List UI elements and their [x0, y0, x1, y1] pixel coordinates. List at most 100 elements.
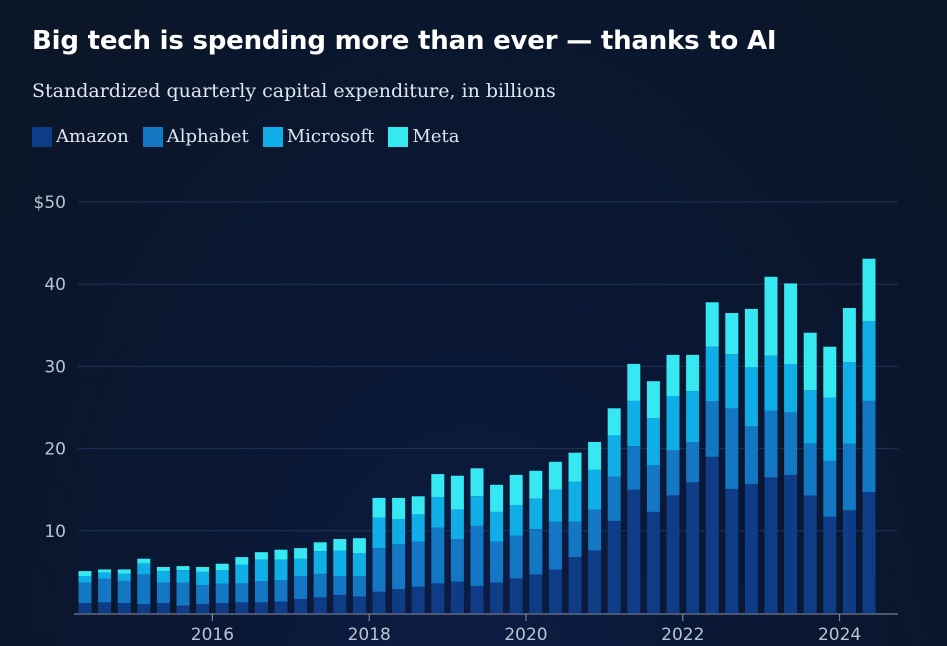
bar-segment-amazon: [78, 603, 92, 613]
bar-segment-microsoft: [372, 517, 386, 548]
bar-segment-amazon: [294, 599, 308, 613]
bar-segment-meta: [470, 468, 484, 497]
bar-segment-alphabet: [803, 443, 817, 496]
bar-segment-alphabet: [666, 450, 680, 496]
bar-segment-microsoft: [117, 573, 131, 581]
bar-segment-microsoft: [274, 559, 288, 581]
bar-segment-alphabet: [744, 426, 758, 484]
legend-swatch-meta: [388, 126, 409, 147]
bar-segment-meta: [862, 258, 876, 322]
bar-segment-amazon: [686, 482, 700, 613]
bar-segment-meta: [450, 475, 464, 510]
x-tick-label: 2022: [661, 625, 704, 645]
bar-segment-microsoft: [725, 354, 739, 409]
bar-segment-microsoft: [666, 396, 680, 451]
bar-segment-meta: [803, 332, 817, 391]
bar-segment-amazon: [568, 557, 582, 613]
bar-segment-amazon: [352, 596, 366, 613]
bar-segment-microsoft: [431, 497, 445, 528]
bar-segment-amazon: [156, 603, 170, 613]
bar-segment-meta: [588, 442, 602, 470]
bar-segment-amazon: [196, 604, 210, 613]
bar-segment-meta: [529, 470, 543, 499]
bar-segment-meta: [705, 302, 719, 347]
bar-segment-microsoft: [627, 400, 641, 447]
bar-segment-amazon: [137, 604, 151, 613]
bar-segment-amazon: [411, 586, 425, 613]
bar-segment-amazon: [450, 581, 464, 613]
x-tick-label: 2018: [348, 625, 391, 645]
bar-segment-microsoft: [607, 435, 621, 477]
bar-segment-alphabet: [568, 521, 582, 558]
bar-segment-alphabet: [705, 400, 719, 457]
bar-segment-alphabet: [686, 442, 700, 483]
bar-segment-meta: [842, 308, 856, 363]
bar-segment-meta: [156, 567, 170, 572]
y-tick-label: 40: [44, 275, 66, 295]
legend-item-amazon: Amazon: [32, 126, 129, 147]
bar-segment-alphabet: [137, 574, 151, 604]
bar-segment-amazon: [764, 477, 778, 613]
x-tick-label: 2016: [191, 625, 234, 645]
bar-segment-amazon: [529, 574, 543, 613]
bar-segment-alphabet: [254, 580, 268, 603]
y-tick-label: 10: [44, 522, 66, 542]
bar-segment-amazon: [842, 510, 856, 614]
bar-segment-alphabet: [392, 544, 406, 590]
bar-segment-microsoft: [646, 418, 660, 466]
bar-segment-amazon: [470, 585, 484, 613]
bar-segment-alphabet: [490, 541, 504, 583]
bar-segment-microsoft: [176, 570, 190, 583]
bar-segment-meta: [568, 452, 582, 482]
gridlines: [78, 201, 898, 532]
bar-segment-meta: [646, 381, 660, 419]
bar-segment-alphabet: [294, 576, 308, 599]
bar-segment-microsoft: [313, 551, 327, 574]
y-tick-label: $50: [34, 193, 66, 213]
bar-segment-microsoft: [862, 321, 876, 401]
legend-label-amazon: Amazon: [56, 126, 129, 147]
bar-segment-alphabet: [450, 539, 464, 582]
bar-segment-meta: [313, 542, 327, 552]
bar-segment-alphabet: [764, 410, 778, 478]
bar-segment-meta: [784, 283, 798, 364]
bar-segment-microsoft: [215, 570, 229, 584]
bar-segment-microsoft: [764, 355, 778, 411]
bar-segment-meta: [294, 548, 308, 559]
bar-segment-meta: [627, 363, 641, 401]
bar-segment-microsoft: [588, 470, 602, 510]
y-tick-label: 30: [44, 357, 66, 377]
bar-segment-microsoft: [392, 519, 406, 544]
bar-segment-alphabet: [352, 576, 366, 597]
bar-segment-amazon: [490, 582, 504, 613]
legend-item-microsoft: Microsoft: [262, 126, 374, 147]
bar-segment-alphabet: [176, 582, 190, 606]
bar-segment-alphabet: [274, 580, 288, 602]
bar-segment-microsoft: [490, 511, 504, 542]
bar-segment-meta: [215, 563, 229, 571]
bar-segment-meta: [686, 354, 700, 392]
bar-segment-meta: [254, 552, 268, 560]
bar-segment-alphabet: [313, 573, 327, 598]
bar-segment-amazon: [666, 495, 680, 613]
legend-swatch-microsoft: [262, 126, 283, 147]
bar-segment-alphabet: [156, 582, 170, 604]
bar-segment-alphabet: [842, 443, 856, 511]
bar-segment-microsoft: [450, 509, 464, 539]
bar-segment-alphabet: [196, 585, 210, 604]
bar-segment-microsoft: [78, 576, 92, 583]
legend-item-meta: Meta: [388, 126, 459, 147]
bar-segment-meta: [490, 484, 504, 512]
legend-swatch-amazon: [32, 126, 52, 147]
bar-segment-alphabet: [98, 578, 112, 603]
bar-segment-meta: [274, 549, 288, 560]
bar-segment-microsoft: [294, 558, 308, 576]
bar-segment-alphabet: [725, 408, 739, 489]
bar-segment-alphabet: [529, 529, 543, 575]
bar-segment-amazon: [823, 516, 837, 613]
bar-segment-meta: [392, 497, 406, 520]
bar-segment-amazon: [372, 591, 386, 613]
bar-segment-alphabet: [607, 476, 621, 521]
bar-segment-amazon: [862, 492, 876, 613]
